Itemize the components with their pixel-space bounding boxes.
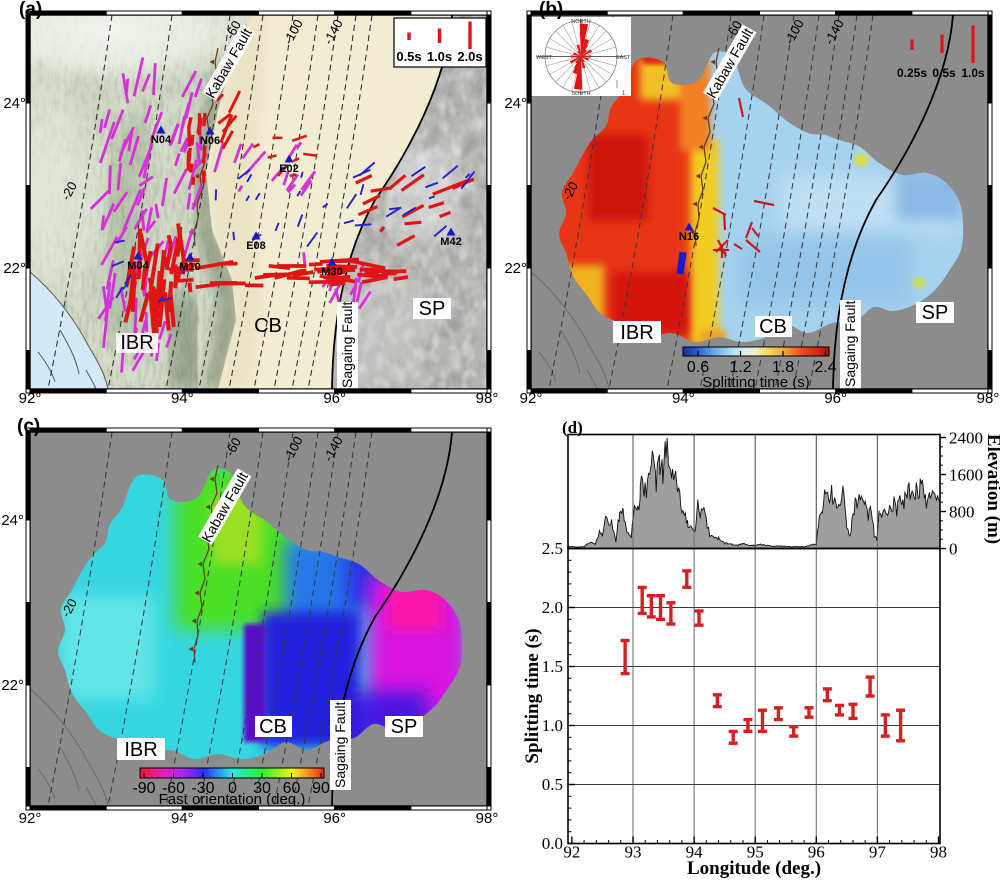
svg-text:SP: SP [419, 298, 446, 320]
svg-text:Splitting time (s): Splitting time (s) [702, 374, 810, 391]
svg-text:IBR: IBR [124, 739, 157, 761]
svg-text:Fast orientation (deg.): Fast orientation (deg.) [159, 791, 306, 808]
svg-text:CB: CB [254, 315, 282, 337]
svg-text:92: 92 [563, 843, 580, 862]
svg-text:98°: 98° [977, 390, 1000, 407]
svg-text:NORTH: NORTH [571, 19, 590, 25]
svg-text:-30: -30 [191, 780, 214, 797]
svg-text:IBR: IBR [620, 322, 653, 344]
svg-text:SP: SP [391, 716, 418, 738]
svg-text:CB: CB [759, 316, 787, 338]
svg-text:2.5: 2.5 [542, 539, 563, 558]
svg-text:N04: N04 [151, 134, 172, 146]
svg-text:60: 60 [283, 780, 301, 797]
svg-text:Longitude (deg.): Longitude (deg.) [687, 858, 821, 879]
svg-text:M30: M30 [321, 266, 342, 278]
svg-text:-60: -60 [162, 780, 185, 797]
svg-text:24°: 24° [504, 95, 527, 112]
svg-text:96°: 96° [824, 390, 847, 407]
svg-text:24°: 24° [3, 95, 26, 112]
svg-text:E08: E08 [246, 240, 266, 252]
svg-text:0.5s: 0.5s [932, 66, 956, 80]
svg-text:22°: 22° [504, 260, 527, 277]
svg-text:(c): (c) [17, 416, 40, 437]
svg-text:Elevation (m): Elevation (m) [983, 434, 1000, 544]
svg-text:M42: M42 [440, 236, 461, 248]
svg-text:CB: CB [259, 716, 287, 738]
svg-text:Sagaing Fault: Sagaing Fault [332, 701, 348, 788]
svg-text:2.4: 2.4 [814, 359, 836, 376]
svg-text:1.0s: 1.0s [427, 49, 452, 64]
svg-text:2.0s: 2.0s [457, 49, 482, 64]
svg-text:0: 0 [949, 540, 958, 559]
svg-text:94°: 94° [672, 390, 695, 407]
svg-text:0.6: 0.6 [687, 359, 709, 376]
svg-text:Sagaing Fault: Sagaing Fault [842, 300, 858, 387]
svg-text:(b): (b) [539, 0, 563, 20]
svg-text:92°: 92° [19, 390, 42, 407]
svg-text:96°: 96° [323, 390, 346, 407]
svg-text:EAST: EAST [616, 55, 631, 61]
svg-text:0: 0 [228, 780, 237, 797]
svg-text:94°: 94° [171, 390, 194, 407]
svg-text:1: 1 [622, 91, 626, 97]
svg-text:90: 90 [312, 780, 330, 797]
svg-text:30: 30 [253, 780, 271, 797]
svg-text:Sagaing Fault: Sagaing Fault [339, 301, 355, 388]
svg-text:1.2: 1.2 [729, 359, 751, 376]
svg-text:M04: M04 [127, 260, 149, 272]
svg-text:IBR: IBR [120, 332, 153, 354]
svg-text:24°: 24° [1, 512, 24, 529]
svg-text:N16: N16 [679, 231, 699, 243]
svg-text:98°: 98° [476, 390, 499, 407]
svg-text:0.25s: 0.25s [897, 66, 927, 80]
svg-text:2400: 2400 [949, 429, 983, 448]
svg-text:1.8: 1.8 [772, 359, 794, 376]
svg-text:WEST: WEST [536, 55, 553, 61]
svg-text:0.5s: 0.5s [396, 49, 421, 64]
svg-text:95: 95 [747, 843, 764, 862]
svg-text:M10: M10 [179, 261, 200, 273]
svg-text:96: 96 [808, 843, 825, 862]
svg-text:97: 97 [869, 843, 887, 862]
svg-text:93: 93 [625, 843, 642, 862]
svg-text:SP: SP [922, 302, 949, 324]
svg-text:98°: 98° [476, 810, 499, 827]
svg-text:92°: 92° [19, 810, 42, 827]
svg-text:(a): (a) [19, 0, 42, 20]
svg-text:1.0: 1.0 [542, 716, 563, 735]
svg-text:94: 94 [686, 843, 704, 862]
svg-text:SOUTH: SOUTH [571, 91, 590, 97]
svg-text:0.5: 0.5 [542, 775, 563, 794]
svg-text:92°: 92° [520, 390, 543, 407]
svg-text:Splitting time (s): Splitting time (s) [522, 628, 543, 763]
svg-text:1600: 1600 [949, 466, 983, 485]
svg-text:N06: N06 [200, 135, 220, 147]
svg-text:98: 98 [930, 843, 947, 862]
svg-text:22°: 22° [3, 260, 26, 277]
svg-text:1.0s: 1.0s [961, 66, 985, 80]
svg-text:96°: 96° [323, 810, 346, 827]
svg-text:800: 800 [949, 503, 975, 522]
svg-text:94°: 94° [171, 810, 194, 827]
svg-text:0.0: 0.0 [542, 834, 563, 853]
svg-text:(d): (d) [562, 418, 583, 437]
svg-text:E02: E02 [279, 163, 299, 175]
svg-text:22°: 22° [1, 677, 24, 694]
svg-text:1.5: 1.5 [542, 657, 563, 676]
svg-text:-90: -90 [132, 780, 155, 797]
svg-text:2.0: 2.0 [542, 598, 563, 617]
